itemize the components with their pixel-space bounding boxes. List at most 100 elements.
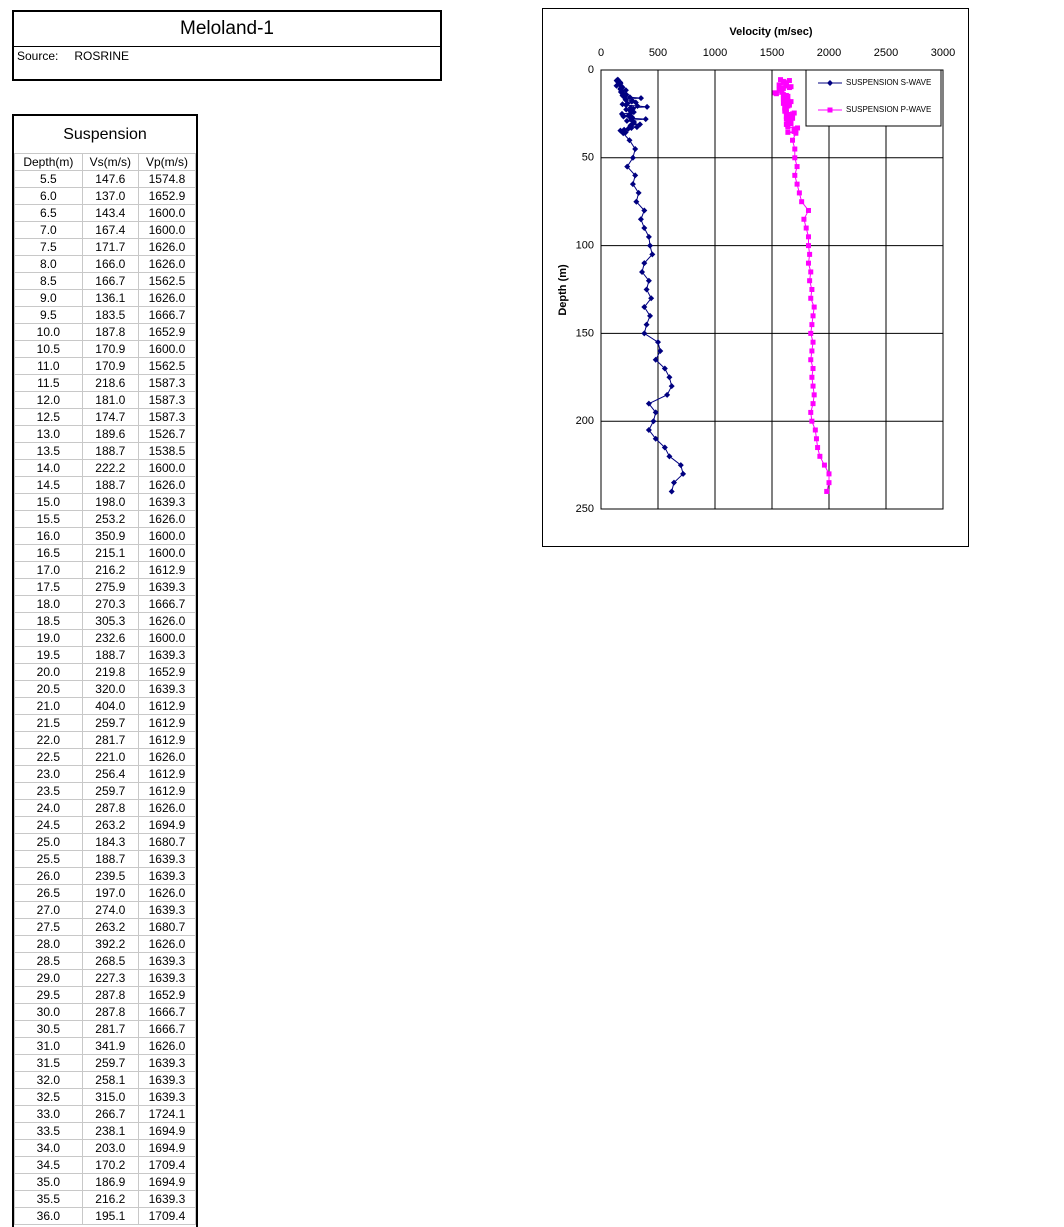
cell: 281.7	[81, 1020, 139, 1038]
point	[794, 164, 800, 170]
cell: 1639.3	[137, 1088, 196, 1106]
point	[785, 103, 791, 109]
point	[627, 108, 634, 115]
row: 11.5 218.6 1587.3	[14, 374, 196, 392]
cell: 1639.3	[137, 646, 196, 664]
legend	[805, 69, 942, 127]
legend-marker	[827, 107, 833, 113]
point	[627, 122, 634, 129]
point	[817, 453, 823, 459]
point	[639, 268, 646, 275]
point	[782, 97, 788, 103]
point	[793, 128, 799, 134]
cell: 1626.0	[137, 612, 196, 630]
cell: 16.0	[14, 527, 83, 545]
point	[788, 99, 794, 105]
cell: 22.5	[14, 748, 83, 766]
point	[630, 105, 637, 112]
row: 9.5 183.5 1666.7	[14, 306, 196, 324]
cell: 167.4	[81, 221, 139, 239]
point	[625, 112, 632, 119]
point	[628, 115, 635, 122]
cell: 1652.9	[137, 663, 196, 681]
point	[785, 124, 791, 130]
cell: 8.0	[14, 255, 83, 273]
point	[809, 348, 815, 354]
point	[791, 127, 797, 133]
cell: 30.5	[14, 1020, 83, 1038]
cell: 1639.3	[137, 578, 196, 596]
cell: 187.8	[81, 323, 139, 341]
cell: 23.0	[14, 765, 83, 783]
cell: 35.5	[14, 1190, 83, 1208]
point	[613, 77, 620, 84]
cell: 137.0	[81, 187, 139, 205]
point	[799, 199, 805, 205]
x-tick-label: 1000	[703, 47, 727, 59]
cell: 1652.9	[137, 187, 196, 205]
point	[634, 102, 641, 109]
cell: 287.8	[81, 1003, 139, 1021]
point	[783, 109, 789, 115]
point	[809, 374, 815, 380]
point	[792, 172, 798, 178]
row: 26.5 197.0 1626.0	[14, 884, 196, 902]
point	[773, 91, 779, 97]
point	[617, 81, 624, 88]
cell: 20.5	[14, 680, 83, 698]
cell: 170.9	[81, 357, 139, 375]
point	[780, 78, 786, 84]
row: 13.0 189.6 1526.7	[14, 425, 196, 443]
point	[650, 418, 657, 425]
point	[808, 330, 814, 336]
cell: 1587.3	[137, 391, 196, 409]
cell: 216.2	[81, 561, 139, 579]
cell: 195.1	[81, 1207, 139, 1225]
point	[783, 80, 789, 86]
cell: 219.8	[81, 663, 139, 681]
point	[630, 109, 637, 116]
point	[627, 123, 634, 130]
cell: 188.7	[81, 850, 139, 868]
cell: 1694.9	[137, 1122, 196, 1140]
cell: 10.5	[14, 340, 83, 358]
row: 21.5 259.7 1612.9	[14, 714, 196, 732]
cell: 1626.0	[137, 1037, 196, 1055]
cell: 1626.0	[137, 510, 196, 528]
axis-title: Depth (m)	[557, 264, 569, 316]
point	[790, 115, 796, 121]
legend-label: SUSPENSION P-WAVE	[846, 105, 931, 114]
point	[785, 122, 791, 128]
cell: 183.5	[81, 306, 139, 324]
y-tick-label: 150	[576, 327, 594, 339]
point	[792, 146, 798, 152]
cell: 20.0	[14, 663, 83, 681]
point	[786, 78, 792, 84]
series-line	[615, 79, 684, 492]
point	[624, 163, 631, 170]
cell: 270.3	[81, 595, 139, 613]
cell: 203.0	[81, 1139, 139, 1157]
cell: 1587.3	[137, 408, 196, 426]
cell: 15.0	[14, 493, 83, 511]
cell: 1639.3	[137, 493, 196, 511]
cell: 181.0	[81, 391, 139, 409]
row: 30.0 287.8 1666.7	[14, 1003, 196, 1021]
cell: 1600.0	[137, 544, 196, 562]
point	[645, 426, 652, 433]
point	[661, 365, 668, 372]
cell: 25.5	[14, 850, 83, 868]
y-tick-label: 0	[588, 64, 594, 76]
point	[805, 234, 811, 240]
cell: 143.4	[81, 204, 139, 222]
cell: 26.5	[14, 884, 83, 902]
row: 20.5 320.0 1639.3	[14, 680, 196, 698]
point	[783, 83, 789, 89]
row: 35.0 186.9 1694.9	[14, 1173, 196, 1191]
point	[668, 488, 675, 495]
point	[809, 287, 815, 292]
row: 17.5 275.9 1639.3	[14, 578, 196, 596]
point	[652, 435, 659, 442]
cell: 1666.7	[137, 1003, 196, 1021]
point	[668, 383, 675, 390]
